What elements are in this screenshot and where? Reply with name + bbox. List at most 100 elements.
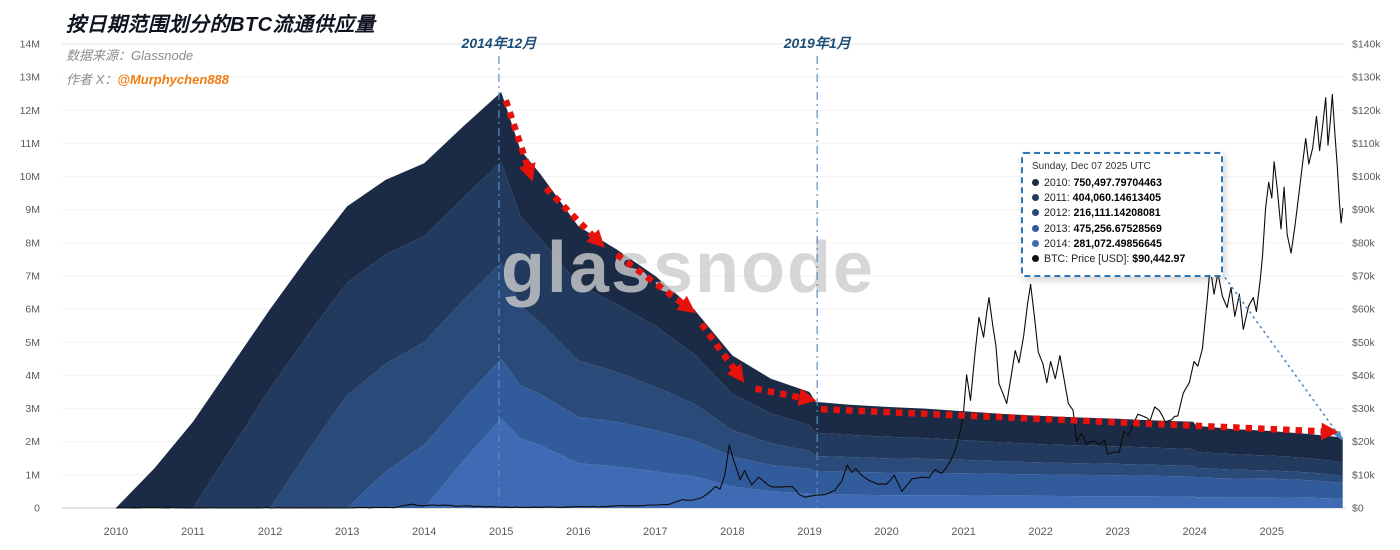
x-axis-tick: 2013: [335, 526, 359, 538]
trend-arrow: [698, 322, 745, 383]
left-axis-tick: 1M: [25, 469, 40, 481]
left-axis-tick: 13M: [20, 72, 40, 84]
right-axis-tick: $20k: [1352, 436, 1376, 448]
tooltip-row-label: 2012:: [1044, 207, 1074, 220]
author-handle[interactable]: @Murphychen888: [117, 72, 229, 87]
chart-tooltip: Sunday, Dec 07 2025 UTC 2010: 750,497.79…: [1021, 152, 1223, 278]
left-axis-tick: 11M: [20, 138, 40, 150]
left-axis-tick: 8M: [25, 237, 40, 249]
tooltip-row: 2012: 216,111.14208081: [1032, 206, 1212, 221]
left-axis-tick: 12M: [20, 105, 40, 117]
left-axis-tick: 2M: [25, 436, 40, 448]
chart-header: 按日期范围划分的BTC流通供应量 数据来源：Glassnode 作者 X：@Mu…: [66, 8, 375, 88]
series-color-dot: [1032, 209, 1039, 217]
x-axis-tick: 2023: [1105, 526, 1129, 538]
left-axis-tick: 6M: [25, 304, 40, 316]
x-axis-tick: 2020: [874, 526, 898, 538]
source-label: 数据来源：: [66, 48, 132, 63]
annotation-2019-01: 2019年1月: [783, 35, 851, 51]
data-source-line: 数据来源：Glassnode: [66, 45, 375, 64]
left-axis-tick: 4M: [25, 370, 40, 382]
left-axis-tick: 5M: [25, 337, 40, 349]
series-color-dot: [1032, 179, 1039, 186]
left-axis-tick: 14M: [20, 39, 40, 51]
x-axis-tick: 2021: [951, 526, 975, 538]
right-axis-tick: $40k: [1352, 370, 1376, 382]
tooltip-row-label: 2011:: [1044, 192, 1073, 205]
tooltip-row-value: 216,111.14208081: [1073, 207, 1161, 220]
x-axis-tick: 2024: [1182, 526, 1206, 538]
x-axis-tick: 2011: [181, 526, 205, 538]
tooltip-row-label: BTC: Price [USD]:: [1044, 253, 1133, 266]
tooltip-row: 2013: 475,256.67528569: [1032, 222, 1212, 237]
right-axis-tick: $70k: [1352, 271, 1376, 283]
tooltip-row: 2014: 281,072.49856645: [1032, 237, 1212, 252]
left-axis-tick: 10M: [20, 171, 40, 183]
trend-arrow: [614, 251, 696, 314]
x-axis-tick: 2017: [643, 526, 667, 538]
x-axis-tick: 2019: [797, 526, 821, 538]
x-axis-tick: 2018: [720, 526, 744, 538]
tooltip-pointer-arrow: [1217, 267, 1343, 441]
right-axis-tick: $140k: [1352, 39, 1381, 51]
chart-title: 按日期范围划分的BTC流通供应量: [66, 14, 376, 36]
right-axis-tick: $0: [1352, 503, 1364, 515]
tooltip-row-value: 281,072.49856645: [1073, 237, 1162, 250]
btc-price-line: [115, 93, 1344, 509]
supply-band-2011: [115, 161, 1343, 508]
tooltip-row-label: 2013:: [1044, 222, 1074, 235]
right-axis-tick: $120k: [1352, 105, 1381, 117]
x-axis-tick: 2010: [104, 526, 128, 538]
tooltip-row-value: 404,060.14613405: [1072, 192, 1162, 205]
tooltip-row-label: 2010:: [1044, 177, 1074, 189]
right-axis-tick: $10k: [1352, 469, 1376, 481]
right-axis-tick: $60k: [1352, 304, 1376, 316]
right-axis-tick: $110k: [1352, 138, 1381, 150]
tooltip-row-value: 475,256.67528569: [1073, 222, 1162, 235]
annotation-2014-12: 2014年12月: [461, 35, 537, 51]
tooltip-row-label: 2014:: [1044, 237, 1074, 250]
left-axis-tick: 9M: [25, 204, 40, 216]
trend-arrow: [543, 185, 605, 248]
x-axis-tick: 2016: [566, 526, 590, 538]
right-axis-tick: $30k: [1352, 403, 1376, 415]
right-axis-tick: $130k: [1352, 72, 1381, 84]
x-axis-tick: 2012: [258, 526, 282, 538]
left-axis-tick: 3M: [25, 403, 40, 415]
tooltip-row-value: $90,442.97: [1132, 253, 1186, 266]
left-axis-tick: 0: [34, 503, 40, 515]
x-axis-tick: 2014: [412, 526, 436, 538]
source-value: Glassnode: [131, 48, 194, 63]
glassnode-watermark: glassnode: [501, 228, 875, 308]
series-color-dot: [1032, 239, 1039, 247]
x-axis-tick: 2015: [489, 526, 513, 538]
right-axis-tick: $90k: [1352, 204, 1376, 216]
author-label: 作者 X：: [66, 72, 118, 87]
right-axis-tick: $100k: [1352, 171, 1381, 183]
supply-band-2010: [115, 92, 1343, 508]
x-axis-tick: 2022: [1028, 526, 1052, 538]
right-axis-tick: $80k: [1352, 237, 1376, 249]
x-axis-tick: 2025: [1260, 526, 1284, 538]
tooltip-row: 2011: 404,060.14613405: [1032, 191, 1212, 206]
supply-band-2014: [115, 418, 1343, 508]
tooltip-row: 2010: 750,497.79704463: [1032, 176, 1212, 191]
tooltip-row: BTC: Price [USD]: $90,442.97: [1032, 252, 1212, 267]
supply-band-2013: [115, 358, 1343, 508]
trend-arrow: [502, 99, 536, 182]
tooltip-rows: 2010: 750,497.79704463 2011: 404,060.1461…: [1032, 176, 1212, 267]
series-color-dot: [1032, 224, 1039, 232]
tooltip-date: Sunday, Dec 07 2025 UTC: [1032, 161, 1151, 172]
series-color-dot: [1032, 255, 1039, 263]
trend-arrow: [820, 405, 1339, 441]
left-axis-tick: 7M: [25, 271, 40, 283]
trend-arrow: [754, 385, 817, 406]
supply-band-2012: [115, 262, 1343, 508]
right-axis-tick: $50k: [1352, 337, 1376, 349]
series-color-dot: [1032, 194, 1039, 202]
author-line: 作者 X：@Murphychen888: [66, 69, 375, 88]
tooltip-row-value: 750,497.79704463: [1073, 177, 1162, 189]
